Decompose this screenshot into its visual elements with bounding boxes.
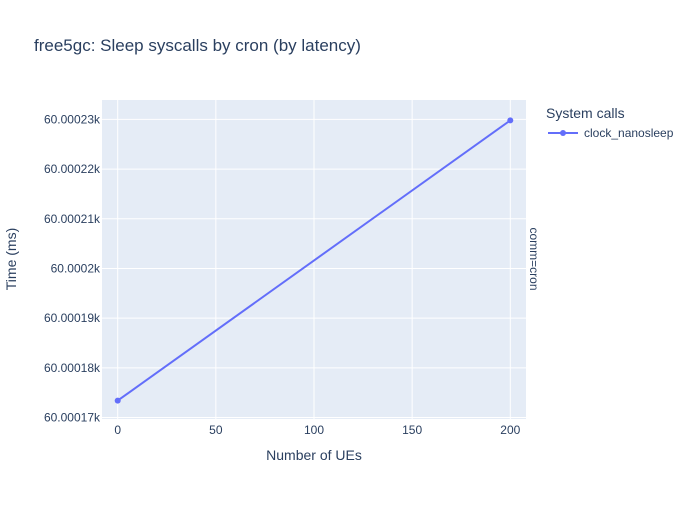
x-tick-label: 100 bbox=[304, 423, 324, 437]
y-tick-label: 60.0002k bbox=[51, 261, 101, 275]
x-axis-ticks: 0 50 100 150 200 bbox=[114, 423, 520, 437]
y-axis-title: Time (ms) bbox=[3, 228, 19, 290]
series-layer bbox=[114, 117, 514, 404]
x-tick-label: 0 bbox=[114, 423, 121, 437]
legend-item-clock-nanosleep[interactable]: clock_nanosleep bbox=[548, 126, 674, 140]
legend-label: clock_nanosleep bbox=[584, 126, 674, 140]
y-tick-label: 60.00021k bbox=[44, 212, 101, 226]
y-tick-label: 60.00023k bbox=[44, 112, 101, 126]
y-tick-label: 60.00017k bbox=[44, 411, 101, 425]
y-tick-label: 60.00022k bbox=[44, 162, 101, 176]
facet-label: comm=cron bbox=[527, 227, 541, 290]
y-axis-ticks: 60.00017k 60.00018k 60.00019k 60.0002k 60.00… bbox=[44, 112, 101, 424]
x-tick-label: 200 bbox=[500, 423, 520, 437]
x-tick-label: 150 bbox=[402, 423, 422, 437]
data-point[interactable] bbox=[507, 117, 514, 124]
x-axis-title: Number of UEs bbox=[266, 447, 362, 463]
legend[interactable]: System calls clock_nanosleep bbox=[546, 105, 674, 140]
grid-lines bbox=[102, 100, 526, 419]
data-point[interactable] bbox=[114, 397, 121, 404]
y-tick-label: 60.00019k bbox=[44, 311, 101, 325]
legend-title: System calls bbox=[546, 105, 625, 121]
x-tick-label: 50 bbox=[209, 423, 223, 437]
legend-marker-swatch bbox=[560, 130, 566, 136]
chart-title: free5gc: Sleep syscalls by cron (by late… bbox=[34, 36, 361, 55]
series-line bbox=[117, 119, 511, 402]
y-tick-label: 60.00018k bbox=[44, 361, 101, 375]
